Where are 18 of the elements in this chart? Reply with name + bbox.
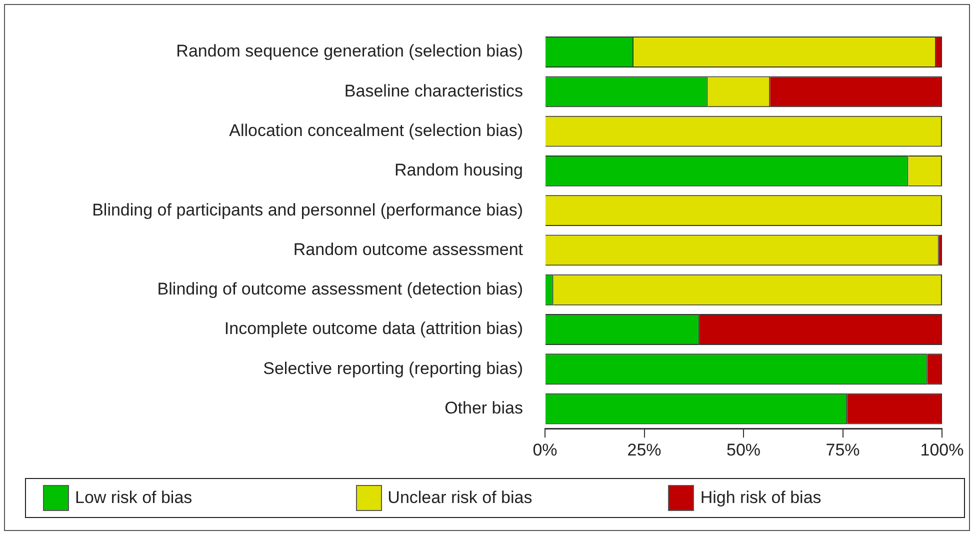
x-tick-label: 50% xyxy=(726,440,761,460)
legend-label: Low risk of bias xyxy=(75,488,192,508)
y-tick-label: Other bias xyxy=(444,398,523,418)
y-tick-label: Random outcome assessment xyxy=(293,240,524,259)
y-tick-label: Selective reporting (reporting bias) xyxy=(263,358,523,378)
y-tick-label: Incomplete outcome data (attrition bias) xyxy=(224,319,523,338)
y-tick-label: Random sequence generation (selection bias) xyxy=(176,42,523,61)
y-tick-label: Blinding of participants and personnel (performance bias) xyxy=(92,200,523,220)
x-tick-label: 100% xyxy=(920,440,964,460)
legend-label: High risk of bias xyxy=(700,488,822,508)
y-tick-label: Baseline characteristics xyxy=(344,81,523,100)
y-tick-label: Blinding of outcome assessment (detection bias) xyxy=(157,280,523,299)
y-tick-label: Random housing xyxy=(394,160,523,180)
legend-label: Unclear risk of bias xyxy=(388,488,532,508)
x-tick-label: 75% xyxy=(826,440,860,460)
x-tick-label: 25% xyxy=(627,440,662,460)
x-tick-label: 0% xyxy=(532,440,558,460)
y-tick-label: Allocation concealment (selection bias) xyxy=(229,120,523,140)
